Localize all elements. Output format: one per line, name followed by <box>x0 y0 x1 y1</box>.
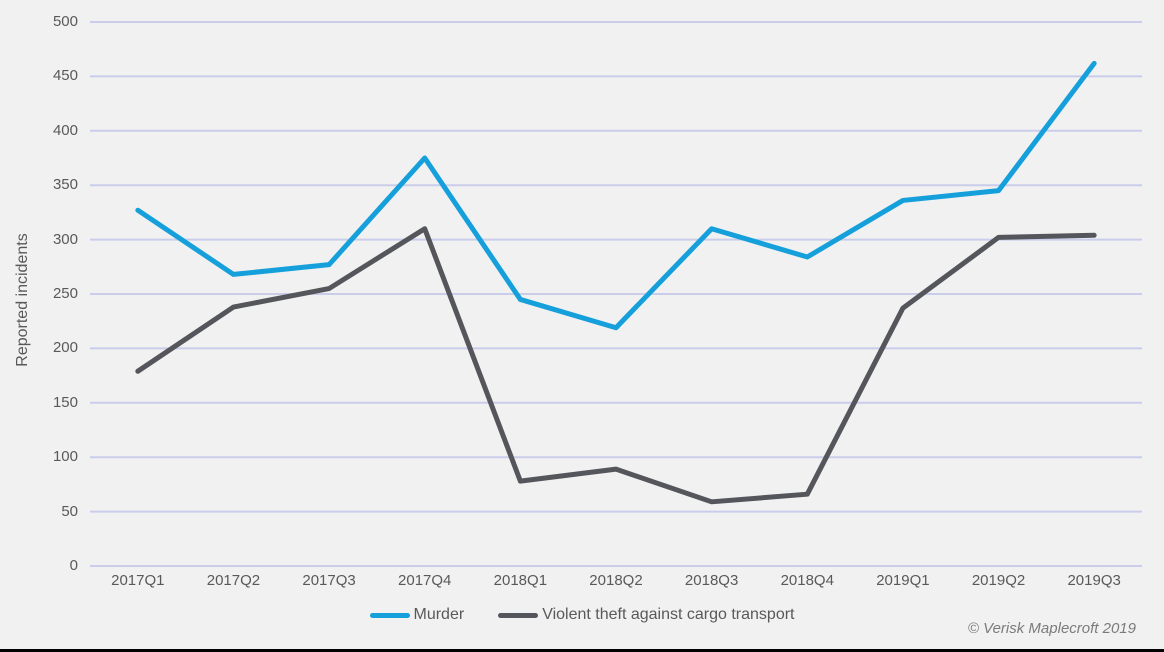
x-axis-label: 2018Q3 <box>684 572 739 589</box>
x-axis-label: 2017Q4 <box>398 572 452 589</box>
y-tick-label: 300 <box>52 230 78 248</box>
y-tick-label: 400 <box>52 121 78 139</box>
x-axis-label: 2017Q1 <box>111 572 165 589</box>
legend-swatch-violent-theft <box>498 612 539 618</box>
y-tick-label: 100 <box>52 448 78 466</box>
copyright-text: © Verisk Maplecroft 2019 <box>967 620 1136 637</box>
x-axis-label: 2019Q1 <box>876 572 930 589</box>
legend: Murder Violent theft against cargo trans… <box>0 606 1164 624</box>
x-axis-label: 2019Q3 <box>1067 572 1121 589</box>
y-tick-label: 50 <box>61 502 78 520</box>
y-tick-label: 500 <box>52 13 78 30</box>
murder-line <box>135 60 1097 331</box>
legend-item-violent-theft: Violent theft against cargo transport <box>498 606 795 624</box>
y-tick-label: 450 <box>52 67 78 85</box>
violent-theft-line <box>135 226 1097 505</box>
legend-swatch-murder <box>369 612 410 618</box>
x-axis-label: 2017Q3 <box>302 572 356 589</box>
x-axis-label: 2018Q2 <box>589 572 643 589</box>
legend-item-murder: Murder <box>369 606 465 624</box>
x-axis-label: 2017Q2 <box>206 572 261 589</box>
y-tick-label: 0 <box>69 557 78 574</box>
y-tick-label: 350 <box>52 176 78 194</box>
x-axis-label: 2019Q2 <box>971 572 1026 589</box>
x-axis-label: 2018Q4 <box>780 572 834 589</box>
y-tick-label: 200 <box>52 339 78 357</box>
legend-label-murder: Murder <box>413 606 465 623</box>
legend-label-violent-theft: Violent theft against cargo transport <box>542 606 795 623</box>
x-axis-label: 2018Q1 <box>493 572 548 589</box>
y-tick-label: 150 <box>52 393 78 411</box>
y-tick-label: 250 <box>52 285 78 302</box>
